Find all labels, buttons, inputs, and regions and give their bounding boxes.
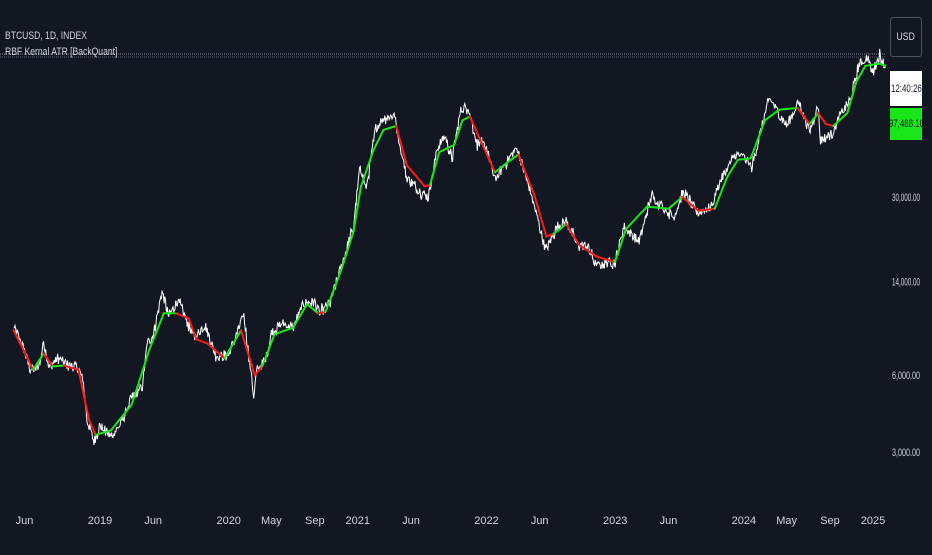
x-tick-label: Sep	[305, 515, 325, 527]
x-tick-label: Jun	[660, 515, 678, 527]
x-tick-label: Jun	[531, 515, 549, 527]
last-price-badge: 97,488.10	[888, 108, 924, 140]
kernel-segment-down	[316, 311, 327, 315]
kernel-segment-up	[713, 108, 781, 210]
kernel-segment-down	[240, 329, 264, 378]
currency-label: USD	[896, 31, 916, 43]
x-tick-label: May	[776, 515, 797, 527]
kernel-segment-down	[395, 124, 432, 188]
kernel-segment-up	[223, 329, 243, 360]
y-tick-label: 30,000.00	[892, 192, 920, 204]
kernel-segment-up	[429, 115, 471, 186]
kernel-segment-up	[494, 153, 520, 174]
kernel-segment-up	[552, 223, 568, 235]
x-tick-label: Jun	[16, 515, 34, 527]
y-tick-label: 6,000.00	[892, 370, 920, 382]
currency-button[interactable]: USD	[890, 17, 922, 57]
kernel-segment-down	[796, 107, 811, 125]
kernel-segment-up	[778, 107, 799, 111]
x-axis[interactable]: Jun 2019 Jun 2020 May Sep 2021 Jun 2022 Jun 2023 Ju…	[16, 515, 886, 527]
x-tick-label: 2019	[88, 515, 112, 527]
kernel-segment-down	[12, 329, 34, 371]
indicator-label[interactable]: RBF Kernal ATR [BackQuant]	[5, 46, 118, 58]
y-tick-label: 3,000.00	[892, 447, 920, 459]
kernel-segment-down	[681, 196, 716, 212]
x-tick-label: Jun	[144, 515, 162, 527]
kernel-segment-up	[832, 62, 887, 127]
kernel-segment-up	[324, 124, 398, 314]
x-tick-label: Sep	[820, 515, 840, 527]
countdown-label: 12:40:26	[890, 82, 922, 95]
price-line	[13, 48, 886, 446]
kernel-segment-up	[32, 352, 45, 371]
kernel-segment-up	[261, 302, 319, 368]
kernel-segment-up	[51, 364, 65, 368]
kernel-segment-down	[42, 352, 54, 368]
kernel-segment-down	[565, 223, 616, 263]
x-tick-label: 2020	[216, 515, 240, 527]
x-tick-label: 2023	[603, 515, 627, 527]
kernel-segment-up	[808, 112, 820, 125]
x-tick-label: 2024	[732, 515, 756, 527]
y-tick-label: 14,000.00	[892, 276, 920, 288]
kernel-segment-up	[613, 196, 684, 263]
countdown-badge: 12:40:26	[890, 71, 922, 106]
kernel-segment-down	[468, 115, 496, 174]
y-axis[interactable]: 3,000.00 6,000.00 14,000.00 30,000.00	[892, 192, 920, 459]
x-tick-label: 2021	[346, 515, 370, 527]
kernel-series-layer	[12, 62, 887, 436]
x-tick-label: 2022	[474, 515, 498, 527]
kernel-segment-down	[175, 312, 226, 360]
x-tick-label: May	[261, 515, 282, 527]
kernel-segment-up	[94, 312, 178, 436]
last-price-label: 97,488.10	[888, 118, 924, 130]
x-tick-label: Jun	[402, 515, 420, 527]
symbol-header[interactable]: BTCUSD, 1D, INDEX	[5, 30, 88, 42]
kernel-segment-down	[517, 153, 555, 238]
kernel-segment-down	[817, 112, 835, 127]
price-series-layer	[13, 48, 886, 446]
kernel-segment-down	[62, 364, 97, 436]
x-tick-label: 2025	[861, 515, 885, 527]
